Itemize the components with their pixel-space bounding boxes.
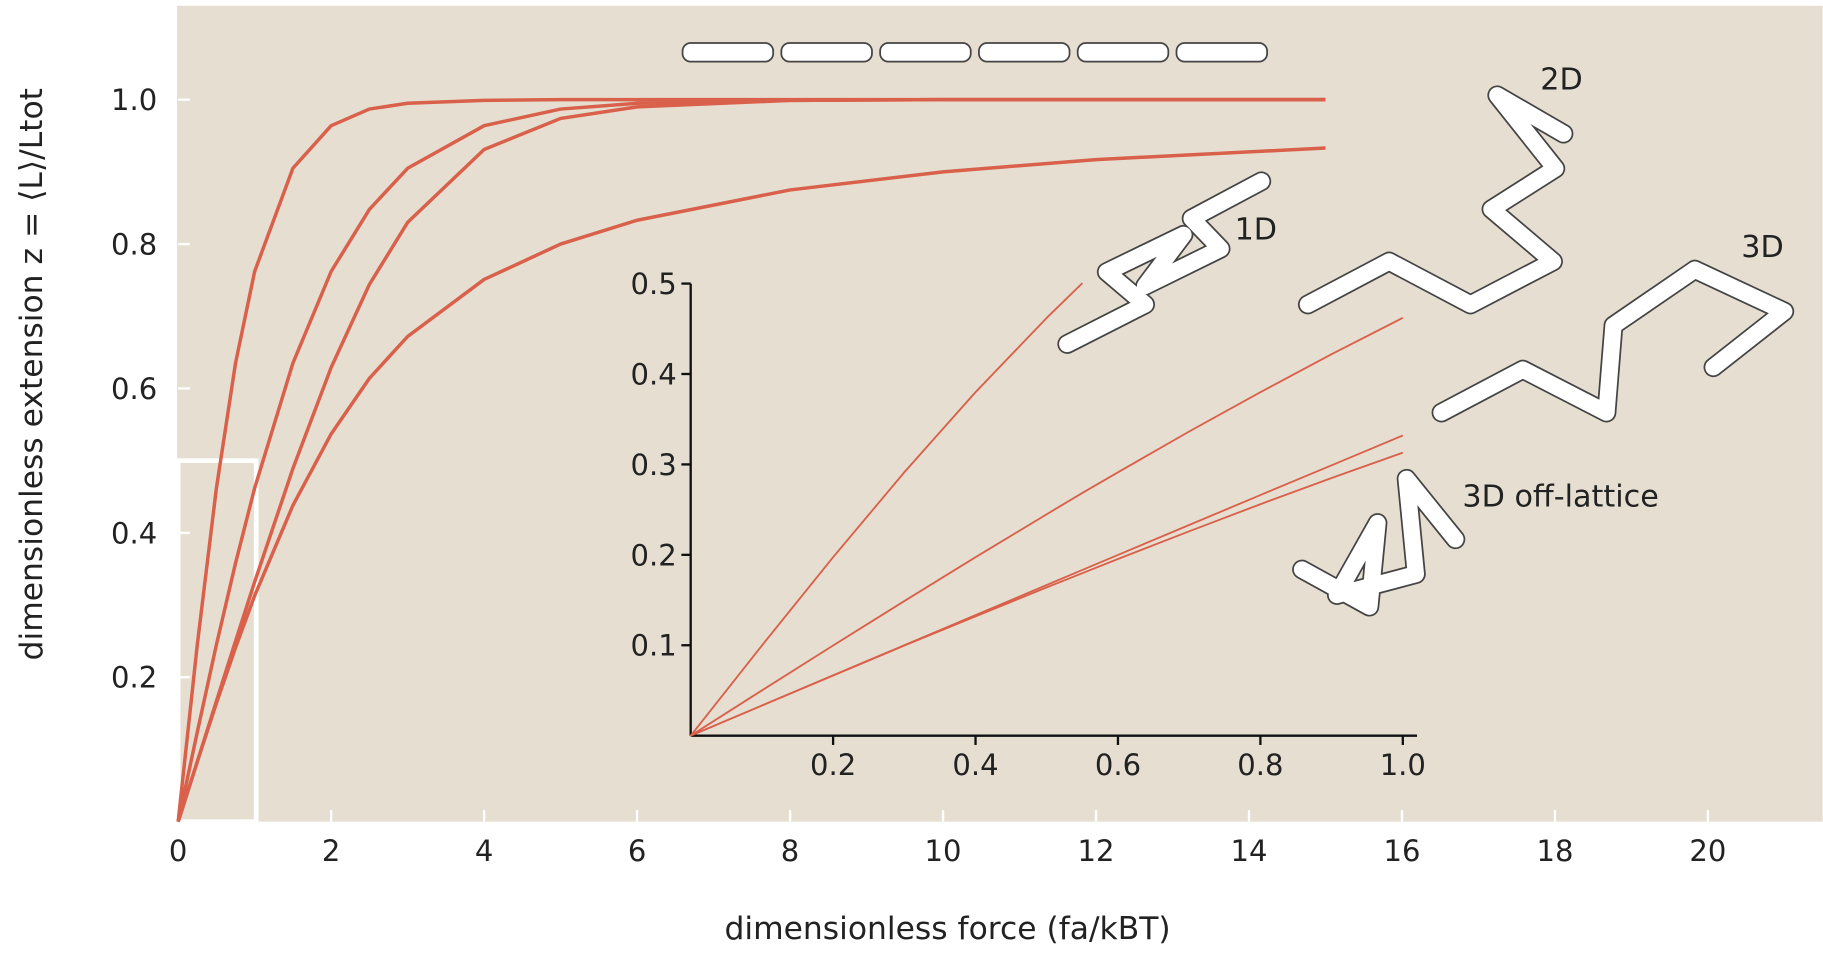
y-tick-label: 0.2	[111, 661, 157, 695]
x-tick-label: 6	[628, 834, 646, 868]
y-tick-label: 1.0	[111, 83, 157, 117]
x-tick-label: 10	[925, 834, 962, 868]
x-tick-label: 12	[1078, 834, 1115, 868]
y-tick-label: 0.6	[111, 372, 157, 406]
x-tick-label: 8	[781, 834, 799, 868]
y-tick-label: 0.3	[631, 448, 677, 482]
x-tick-label: 0.8	[1237, 748, 1283, 782]
y-tick-label: 0.4	[631, 357, 677, 391]
annotation: 3D off-lattice	[1462, 480, 1658, 515]
annotation: 3D	[1741, 230, 1783, 265]
page: {"chart_data": [ {"type": "line", "x_lab…	[0, 0, 1823, 953]
y-tick-label: 0.2	[631, 538, 677, 572]
chart: 0.2 0.4 0.6 0.8 1.0 0.1 0.2 0.3 0.4 0.5 0 2 4 6 8 10 12 1…	[0, 0, 1823, 953]
x-tick-label: 1.0	[1380, 748, 1426, 782]
y-tick-label: 0.4	[111, 516, 157, 550]
y-axis-title: dimensionless extension z = ⟨L⟩/Ltot	[14, 88, 50, 660]
x-tick-label: 0.2	[810, 748, 856, 782]
x-tick-label: 0.6	[1095, 748, 1141, 782]
x-tick-label: 20	[1689, 834, 1726, 868]
x-tick-label: 0	[169, 834, 187, 868]
y-tick-label: 0.5	[631, 267, 677, 301]
x-tick-label: 2	[322, 834, 340, 868]
annotation: 1D	[1235, 212, 1277, 247]
x-tick-label: 0.4	[952, 748, 998, 782]
x-tick-label: 14	[1231, 834, 1268, 868]
y-tick-label: 0.8	[111, 228, 157, 262]
x-tick-label: 4	[475, 834, 493, 868]
plot-background	[177, 6, 1823, 822]
x-tick-label: 18	[1536, 834, 1573, 868]
x-axis-title: dimensionless force (fa/kBT)	[724, 911, 1170, 947]
annotation: 2D	[1540, 62, 1582, 97]
y-tick-label: 0.1	[631, 629, 677, 663]
x-tick-label: 16	[1383, 834, 1420, 868]
